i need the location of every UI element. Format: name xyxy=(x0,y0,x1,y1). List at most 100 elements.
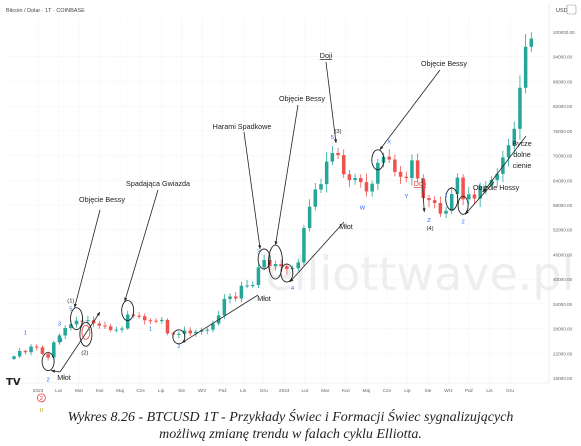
candle xyxy=(393,154,397,177)
candle xyxy=(74,316,79,328)
time-tick-label: Kwi xyxy=(96,388,104,394)
candle xyxy=(12,355,16,361)
candle-body xyxy=(160,319,164,322)
candle-body xyxy=(74,320,79,325)
pointer-arrow xyxy=(421,177,425,213)
candle xyxy=(250,281,255,288)
candle-body xyxy=(40,347,45,354)
arrow-head xyxy=(51,369,55,373)
candle xyxy=(17,347,22,359)
candle-body xyxy=(336,152,340,156)
candle xyxy=(410,154,414,186)
wave-label-major: (4) xyxy=(426,226,433,232)
time-tick-label: Sie xyxy=(178,388,185,394)
candle xyxy=(148,318,153,325)
watermark-text: elliottwave.pl xyxy=(266,247,575,301)
wave-label: Y xyxy=(404,194,408,200)
candle-body xyxy=(376,162,380,184)
wave-label: 1 xyxy=(24,330,27,336)
candle xyxy=(57,333,62,345)
candle-body xyxy=(404,176,409,178)
candle xyxy=(427,195,431,208)
candle xyxy=(40,345,45,356)
candle xyxy=(353,173,357,185)
candle xyxy=(285,263,289,275)
time-tick-label: Lip xyxy=(404,388,411,394)
price-tick-label: 16000.00 xyxy=(553,376,573,381)
candle xyxy=(432,196,437,209)
wave-label: Z xyxy=(427,218,431,224)
wave-label: 4 xyxy=(291,286,295,292)
wave-label: 2 xyxy=(461,219,464,225)
time-tick-label: Wrz xyxy=(444,388,453,394)
candle xyxy=(296,258,301,272)
candle xyxy=(137,312,141,319)
candle-body xyxy=(489,180,494,186)
candle-body xyxy=(125,314,130,329)
candle-body xyxy=(512,128,517,146)
candle-body xyxy=(69,324,73,329)
candle xyxy=(307,199,312,232)
candle-body xyxy=(262,260,266,268)
candle-body xyxy=(52,342,56,358)
arrow-head xyxy=(124,297,128,302)
candle-body xyxy=(23,351,28,353)
wave-label: 2 xyxy=(46,378,49,384)
annotation-bearish-harami: Harami Spadkowe xyxy=(213,122,272,131)
candle-body xyxy=(34,346,39,348)
candle xyxy=(387,149,391,164)
pointer-arrow xyxy=(275,104,299,246)
candle xyxy=(370,180,374,197)
wave-label: 1 xyxy=(149,327,152,333)
wave-label: X xyxy=(387,140,391,146)
time-tick-label: Lut xyxy=(55,388,62,394)
candle-body xyxy=(148,320,153,322)
candle-body xyxy=(86,320,90,322)
candle-body xyxy=(205,329,210,331)
candle-body xyxy=(307,206,312,229)
wave-label-major: (1) xyxy=(67,298,74,304)
time-tick-label: Lis xyxy=(486,388,493,394)
time-tick-label: Mar xyxy=(321,388,330,394)
candle-body xyxy=(194,331,198,334)
candle xyxy=(506,139,511,167)
candle xyxy=(142,313,147,325)
candle xyxy=(376,158,380,191)
candle xyxy=(29,344,33,356)
candle-body xyxy=(182,330,187,334)
candle-body xyxy=(421,178,426,199)
caption-line-2: możliwą zmianę trendu w falach cyklu Ell… xyxy=(159,427,422,442)
candle xyxy=(518,75,522,140)
candle xyxy=(438,196,443,217)
candle-body xyxy=(228,296,232,299)
price-tick-label: 70000.00 xyxy=(553,154,573,159)
arrow-head xyxy=(258,245,262,249)
annotation-bullish-shadows-2: dolne xyxy=(513,150,531,159)
candle xyxy=(165,318,170,336)
candle xyxy=(336,147,340,160)
time-tick-label: Kwi xyxy=(342,388,350,394)
time-tick-label: Lip xyxy=(158,388,165,394)
candle xyxy=(364,173,369,197)
pattern-highlight-oval xyxy=(257,248,271,270)
grid xyxy=(8,14,545,383)
price-tick-label: 76000.00 xyxy=(553,129,573,134)
price-tick-label: 40000.00 xyxy=(553,277,573,282)
candle xyxy=(262,254,266,270)
candle-body xyxy=(103,325,107,327)
candles xyxy=(12,32,534,361)
wave-label: 3 xyxy=(58,321,61,327)
candle xyxy=(472,188,477,205)
candle-body xyxy=(256,267,261,286)
price-tick-label: 46000.00 xyxy=(553,252,573,257)
arrow-head xyxy=(289,278,294,283)
candle xyxy=(233,291,238,302)
price-tick-label: 88000.00 xyxy=(553,79,573,84)
candle-body xyxy=(449,193,454,211)
candle xyxy=(211,320,215,333)
candle-body xyxy=(347,174,352,181)
time-tick-label: Gru xyxy=(506,388,514,394)
candle xyxy=(23,349,28,355)
time-tick-label: Cze xyxy=(136,388,145,394)
